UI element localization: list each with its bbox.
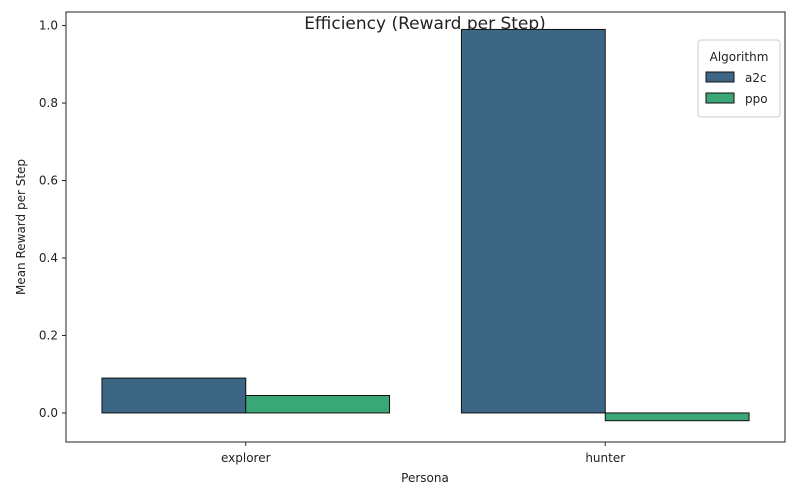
legend-label-ppo: ppo	[745, 92, 768, 106]
legend-title: Algorithm	[710, 50, 769, 64]
y-tick-label-0.8: 0.8	[39, 96, 58, 110]
y-tick-label-0.4: 0.4	[39, 251, 58, 265]
plot-frame	[65, 11, 786, 443]
y-tick-label-0.6: 0.6	[39, 174, 58, 188]
y-tick-label-0.2: 0.2	[39, 328, 58, 342]
bar-a2c-explorer	[101, 377, 247, 414]
legend: Algorithm a2c ppo	[697, 39, 781, 118]
x-tick-label-hunter: hunter	[585, 451, 625, 465]
legend-swatch-ppo	[705, 92, 735, 104]
y-tick-label-0.0: 0.0	[39, 406, 58, 420]
y-axis-label: Mean Reward per Step	[14, 159, 28, 295]
y-tick-label-1.0: 1.0	[39, 19, 58, 33]
x-tick-label-explorer: explorer	[221, 451, 271, 465]
x-axis-label: Persona	[401, 471, 449, 485]
bar-a2c-hunter	[460, 28, 606, 414]
legend-label-a2c: a2c	[745, 71, 767, 85]
plot-area: explorer hunter 0.0 0.2 0.4 0.6 0.8 1.0	[39, 19, 750, 465]
bar-ppo-hunter	[604, 412, 750, 422]
bar-ppo-explorer	[245, 395, 391, 414]
legend-swatch-a2c	[705, 71, 735, 83]
